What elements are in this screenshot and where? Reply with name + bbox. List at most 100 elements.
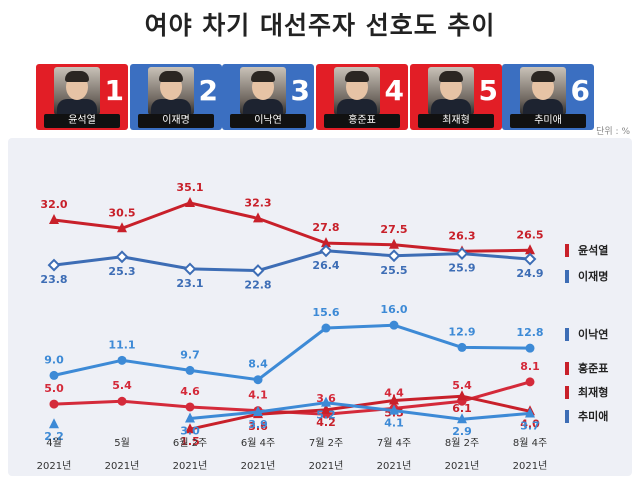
- data-point: [457, 413, 467, 424]
- data-label: 27.8: [312, 221, 339, 234]
- x-tick-sublabel: 2021년: [241, 460, 276, 472]
- unit-label: 단위 : %: [596, 127, 630, 137]
- data-point: [117, 396, 127, 406]
- data-label: 26.3: [448, 229, 475, 242]
- data-label: 23.8: [40, 273, 67, 286]
- data-point: [49, 370, 59, 380]
- data-label: 25.3: [108, 265, 135, 278]
- x-tick-label: 5월: [114, 437, 130, 449]
- data-point: [185, 365, 195, 375]
- x-tick-label: 7월 2주: [309, 437, 343, 449]
- data-point: [525, 244, 535, 255]
- data-label: 4.6: [180, 385, 200, 398]
- data-label: 4.1: [248, 389, 268, 402]
- candidate-photo: [520, 67, 566, 117]
- data-point: [389, 394, 399, 405]
- legend-swatch: [565, 362, 569, 375]
- legend-label: 윤석열: [578, 243, 608, 257]
- data-label: 3.0: [180, 424, 200, 437]
- data-label: 8.4: [248, 358, 268, 371]
- data-label: 5.4: [452, 379, 472, 392]
- data-label: 32.0: [40, 198, 67, 211]
- legend-swatch: [565, 328, 569, 341]
- data-label: 11.1: [108, 338, 135, 351]
- legend-label: 최재형: [578, 385, 608, 399]
- legend-label: 추미애: [578, 409, 608, 423]
- chart-title: 여야 차기 대선주자 선호도 추이: [144, 11, 496, 40]
- data-point: [253, 375, 263, 385]
- x-tick-sublabel: 2021년: [445, 460, 480, 472]
- data-point: [185, 402, 195, 412]
- legend-label: 홍준표: [578, 361, 608, 375]
- series-line: [189, 401, 531, 421]
- data-point: [525, 377, 535, 387]
- data-label: 25.5: [380, 264, 407, 277]
- data-label: 26.4: [312, 259, 339, 272]
- series-line: [53, 323, 531, 382]
- legend-swatch: [565, 244, 569, 257]
- data-point: [251, 264, 265, 278]
- data-label: 3.6: [248, 420, 268, 433]
- x-tick-sublabel: 2021년: [309, 460, 344, 472]
- candidate-name: 이낙연: [230, 114, 306, 128]
- data-label: 32.3: [244, 196, 271, 209]
- data-point: [49, 214, 59, 224]
- candidate-card: 4 홍준표: [316, 64, 408, 130]
- x-tick-sublabel: 2021년: [105, 460, 140, 472]
- data-point: [117, 355, 127, 365]
- data-point: [389, 404, 399, 415]
- data-label: 4.1: [384, 417, 404, 430]
- data-label: 25.9: [448, 262, 475, 275]
- data-point: [185, 196, 195, 207]
- data-label: 35.1: [176, 181, 203, 194]
- data-label: 24.9: [516, 267, 543, 280]
- data-point: [253, 212, 263, 223]
- candidate-name: 홍준표: [324, 114, 400, 128]
- data-point: [321, 403, 331, 414]
- data-point: [387, 249, 401, 263]
- data-point: [49, 418, 59, 429]
- data-point: [321, 237, 331, 248]
- data-label: 30.5: [108, 206, 135, 219]
- data-point: [455, 247, 469, 260]
- data-point: [49, 399, 59, 409]
- candidate-card: 1 윤석열: [36, 64, 128, 130]
- legend-swatch: [565, 270, 569, 283]
- data-label: 4.2: [316, 416, 336, 429]
- data-label: 15.6: [312, 306, 339, 319]
- x-tick-label: 6월 4주: [241, 437, 275, 449]
- data-label: 26.5: [516, 228, 543, 241]
- series-line: [53, 201, 531, 253]
- data-point: [185, 412, 195, 423]
- legend-label: 이재명: [578, 269, 608, 283]
- data-label: 23.1: [176, 277, 203, 290]
- candidate-name: 이재명: [138, 114, 214, 128]
- data-label: 9.0: [44, 353, 64, 366]
- data-point: [525, 407, 535, 418]
- data-label: 2.2: [44, 430, 64, 443]
- data-point: [185, 423, 195, 434]
- candidate-photo: [428, 67, 474, 117]
- data-label: 27.5: [380, 223, 407, 236]
- candidate-photo: [54, 67, 100, 117]
- data-label: 4.4: [384, 386, 404, 399]
- candidate-card: 3 이낙연: [222, 64, 314, 130]
- data-label: 4.0: [520, 417, 540, 430]
- data-point: [523, 252, 537, 266]
- data-label: 12.9: [448, 325, 475, 338]
- candidate-number: 4: [384, 74, 404, 107]
- data-point: [525, 343, 535, 353]
- candidate-photo: [148, 67, 194, 117]
- candidate-photo: [334, 67, 380, 117]
- data-label: 2.9: [452, 425, 472, 438]
- data-label: 12.8: [516, 326, 543, 339]
- data-point: [183, 262, 197, 276]
- data-point: [389, 320, 399, 330]
- data-label: 22.8: [244, 279, 271, 292]
- x-tick-label: 7월 4주: [377, 437, 411, 449]
- data-label: 3.7: [520, 419, 540, 432]
- data-point: [457, 390, 467, 401]
- x-tick-sublabel: 2021년: [377, 460, 412, 472]
- series-line: [53, 249, 531, 273]
- x-tick-sublabel: 2021년: [173, 460, 208, 472]
